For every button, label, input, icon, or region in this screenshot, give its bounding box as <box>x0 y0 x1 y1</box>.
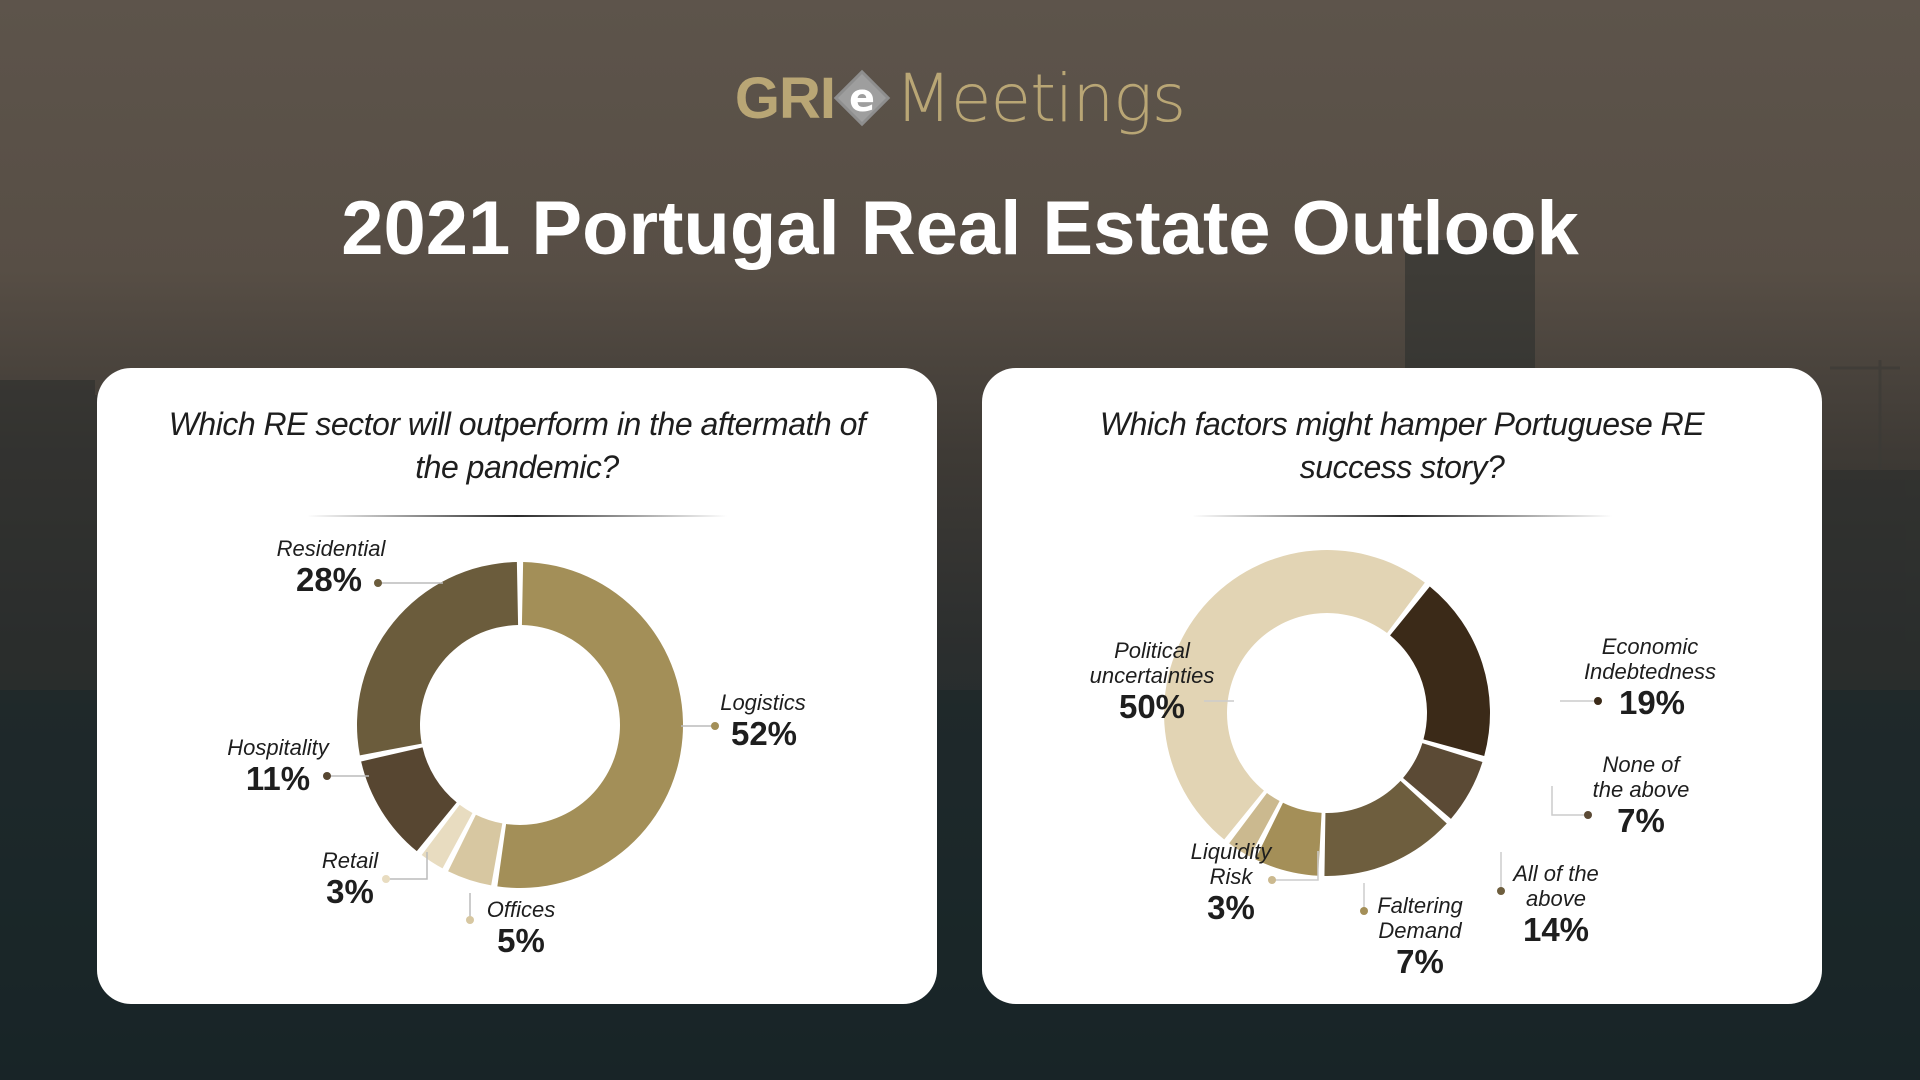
label-logistics: Logistics 52% <box>681 690 806 752</box>
divider <box>1192 515 1612 517</box>
slice-economic-indebtedness <box>1390 586 1490 757</box>
label-retail-pct: 3% <box>326 873 374 910</box>
gri-emeetings-logo: GRI e Meetings <box>0 48 1920 148</box>
label-logistics-pct: 52% <box>731 715 797 752</box>
label-none-above-name-1: None of <box>1602 752 1682 777</box>
chart-card-sectors: Which RE sector will outperform in the a… <box>97 368 937 1004</box>
label-logistics-name: Logistics <box>720 690 806 715</box>
label-retail: Retail 3% <box>322 848 428 910</box>
label-faltering-pct: 7% <box>1396 943 1444 980</box>
label-political-name-2: uncertainties <box>1090 663 1215 688</box>
label-all-above: All of the above 14% <box>1497 852 1599 948</box>
label-economic: Economic Indebtedness 19% <box>1560 634 1716 721</box>
label-economic-pct: 19% <box>1619 684 1685 721</box>
label-none-above: None of the above 7% <box>1551 752 1690 839</box>
label-economic-name-2: Indebtedness <box>1584 659 1716 684</box>
logo-text-gri: GRI <box>734 65 836 131</box>
slice-all-of-the-above <box>1324 780 1447 876</box>
label-retail-name: Retail <box>322 848 379 873</box>
label-economic-name-1: Economic <box>1602 634 1699 659</box>
label-none-above-pct: 7% <box>1617 802 1665 839</box>
label-hospitality: Hospitality 11% <box>227 735 369 797</box>
label-faltering-name-2: Demand <box>1378 918 1462 943</box>
slice-liquidity-risk <box>1229 792 1280 857</box>
logo-e-mark: e <box>831 67 893 129</box>
label-political-pct: 50% <box>1119 688 1185 725</box>
divider <box>307 515 727 517</box>
label-all-above-name-1: All of the <box>1511 861 1599 886</box>
slice-faltering-demand <box>1255 802 1322 876</box>
donut-chart-factors: Political uncertainties 50% Economic Ind… <box>1090 550 1716 980</box>
label-liquidity-name-1: Liquidity <box>1191 839 1274 864</box>
slice-political-uncertainties <box>1164 550 1425 840</box>
label-faltering: Faltering Demand 7% <box>1360 883 1464 980</box>
chart-card-factors: Which factors might hamper Portuguese RE… <box>982 368 1822 1004</box>
label-offices: Offices 5% <box>466 893 555 959</box>
label-all-above-name-2: above <box>1526 886 1586 911</box>
label-hospitality-name: Hospitality <box>227 735 330 760</box>
chart-question: Which RE sector will outperform in the a… <box>168 406 866 485</box>
donut-chart-sectors: Residential 28% Logistics 52% Hospitalit… <box>227 536 806 959</box>
label-offices-name: Offices <box>487 897 555 922</box>
label-faltering-name-1: Faltering <box>1377 893 1463 918</box>
label-political-name-1: Political <box>1114 638 1191 663</box>
chart-question: Which factors might hamper Portuguese RE… <box>1099 406 1705 485</box>
slice-none-of-the-above <box>1403 743 1483 819</box>
label-political: Political uncertainties 50% <box>1090 638 1234 725</box>
label-offices-pct: 5% <box>497 922 545 959</box>
label-liquidity-name-2: Risk <box>1210 864 1254 889</box>
slice-retail <box>421 804 473 869</box>
label-liquidity-pct: 3% <box>1207 889 1255 926</box>
label-residential-pct: 28% <box>296 561 362 598</box>
slice-hospitality <box>361 747 457 852</box>
logo-text-e: e <box>849 76 875 120</box>
slice-offices <box>448 814 503 886</box>
page-title: 2021 Portugal Real Estate Outlook <box>341 186 1579 271</box>
label-residential: Residential 28% <box>277 536 443 598</box>
label-hospitality-pct: 11% <box>246 760 310 797</box>
label-all-above-pct: 14% <box>1523 911 1589 948</box>
slice-residential <box>356 562 519 756</box>
slice-logistics <box>497 562 683 888</box>
logo-text-meetings: Meetings <box>894 59 1186 137</box>
label-residential-name: Residential <box>277 536 387 561</box>
label-none-above-name-2: the above <box>1593 777 1690 802</box>
label-liquidity: Liquidity Risk 3% <box>1191 839 1319 926</box>
